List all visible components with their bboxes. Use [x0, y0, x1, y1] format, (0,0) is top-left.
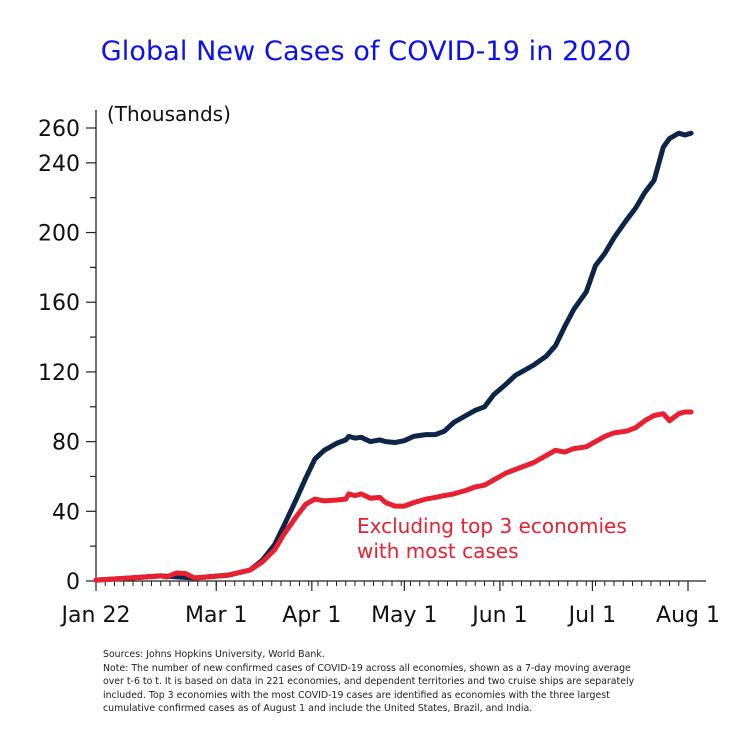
y-tick-label: 120 — [38, 361, 80, 386]
x-tick-label: Aug 1 — [656, 603, 720, 628]
y-tick-label: 200 — [38, 222, 80, 247]
sources-text: Sources: Johns Hopkins University, World… — [103, 649, 325, 660]
x-tick-label: May 1 — [371, 603, 437, 628]
annotation: Excluding top 3 economies with most case… — [357, 514, 627, 563]
y-tick-label: 80 — [52, 431, 80, 456]
y-tick-label: 40 — [52, 500, 80, 525]
note-line: included. Top 3 economies with the most … — [103, 689, 610, 701]
series-line-excluding-top3 — [93, 409, 694, 583]
y-ticks: 0 40 80 120 160 200 240 260 — [38, 117, 96, 595]
x-ticks: Jan 22 Mar 1 Apr 1 May 1 Jun 1 Jul 1 Aug 1 — [60, 581, 720, 628]
x-tick-label: Apr 1 — [282, 603, 341, 628]
x-tick-label: Jun 1 — [470, 603, 527, 628]
series-layer — [93, 130, 694, 583]
x-tick-label: Jan 22 — [60, 603, 131, 628]
note-line: cumulative confirmed cases as of August … — [103, 703, 533, 714]
y-tick-label: 260 — [38, 117, 80, 142]
y-tick-label: 160 — [38, 291, 80, 316]
x-tick-label: Jul 1 — [567, 603, 617, 628]
footnotes: Sources: Johns Hopkins University, World… — [103, 648, 723, 716]
axes — [95, 110, 706, 582]
note-line: Note: The number of new confirmed cases … — [103, 662, 631, 674]
annotation-line-2: with most cases — [357, 539, 519, 563]
y-tick-label: 240 — [38, 152, 80, 177]
chart-title: Global New Cases of COVID-19 in 2020 — [100, 36, 632, 67]
note-line: over t-6 to t. It is based on data in 22… — [103, 676, 635, 687]
y-unit-label: (Thousands) — [107, 102, 231, 126]
series-line-global — [93, 130, 694, 583]
annotation-line-1: Excluding top 3 economies — [357, 514, 627, 538]
x-tick-label: Mar 1 — [185, 603, 248, 628]
y-tick-label: 0 — [66, 570, 80, 595]
